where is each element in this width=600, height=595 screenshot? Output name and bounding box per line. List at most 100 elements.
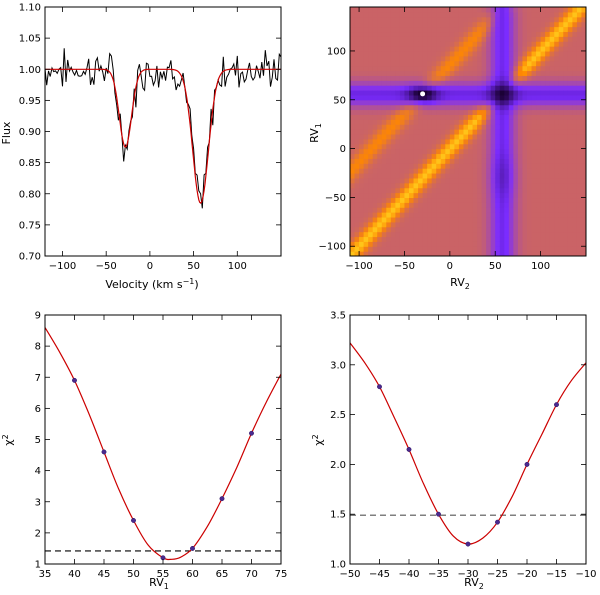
heatmap-cell bbox=[458, 109, 465, 116]
heatmap-cell bbox=[445, 119, 451, 125]
heatmap-cell bbox=[527, 31, 533, 37]
heatmap-cell bbox=[381, 216, 387, 223]
heatmap-cell bbox=[436, 163, 442, 169]
heatmap-cell bbox=[567, 163, 573, 169]
heatmap-cell bbox=[386, 94, 392, 101]
heatmap-cell bbox=[372, 148, 378, 155]
heatmap-cell bbox=[381, 26, 387, 33]
heatmap-cell bbox=[513, 60, 519, 67]
heatmap-cell bbox=[368, 192, 374, 199]
heatmap-cell bbox=[449, 143, 455, 150]
heatmap-cell bbox=[458, 119, 465, 125]
heatmap-cell bbox=[468, 177, 474, 184]
heatmap-cell bbox=[527, 75, 533, 81]
heatmap-cell bbox=[458, 11, 465, 18]
heatmap-cell bbox=[422, 90, 428, 96]
heatmap-cell bbox=[463, 236, 469, 242]
heatmap-cell bbox=[418, 75, 424, 81]
heatmap-cell bbox=[504, 129, 510, 135]
heatmap-cell bbox=[572, 119, 578, 125]
heatmap-cell bbox=[363, 216, 369, 223]
heatmap-cell bbox=[399, 202, 406, 208]
heatmap-cell bbox=[545, 21, 551, 28]
heatmap-cell bbox=[386, 16, 392, 23]
heatmap-cell bbox=[404, 16, 410, 23]
spectrum-ytick-label: 0.95 bbox=[19, 96, 41, 107]
heatmap-cell bbox=[463, 80, 469, 86]
heatmap-cell bbox=[527, 94, 533, 101]
heatmap-cell bbox=[431, 124, 437, 130]
heatmap-cell bbox=[399, 138, 406, 145]
heatmap-cell bbox=[418, 202, 424, 208]
heatmap-cell bbox=[404, 50, 410, 57]
heatmap-cell bbox=[545, 231, 551, 238]
heatmap-cell bbox=[499, 11, 505, 18]
heatmap-cell bbox=[463, 55, 469, 62]
heatmap-cell bbox=[386, 177, 392, 184]
heatmap-cell bbox=[359, 163, 365, 169]
heatmap-cell bbox=[413, 31, 419, 37]
chi2_rv1-ytick-label: 3 bbox=[35, 497, 41, 508]
heatmap-cell bbox=[554, 60, 560, 67]
heatmap-cell bbox=[458, 65, 465, 72]
heatmap-cell bbox=[567, 226, 573, 233]
heatmap-cell bbox=[567, 153, 573, 159]
heatmap-cell bbox=[395, 21, 401, 28]
heatmap-cell bbox=[418, 246, 424, 252]
heatmap-cell bbox=[554, 216, 560, 223]
heatmap-cell bbox=[390, 114, 396, 120]
heatmap-cell bbox=[545, 80, 551, 86]
heatmap-cell bbox=[522, 192, 528, 199]
heatmap-cell bbox=[427, 94, 433, 101]
heatmap-cell bbox=[386, 163, 392, 169]
heatmap-cell bbox=[395, 65, 401, 72]
heatmap-cell bbox=[418, 153, 424, 159]
heatmap-cell bbox=[427, 60, 433, 67]
spectrum-ytick-label: 0.70 bbox=[19, 252, 41, 263]
heatmap-cell bbox=[431, 99, 437, 106]
heatmap-cell bbox=[404, 94, 410, 101]
heatmap-cell bbox=[418, 231, 424, 238]
heatmap-cell bbox=[368, 119, 374, 125]
heatmap-cell bbox=[540, 124, 546, 130]
heatmap-cell bbox=[468, 80, 474, 86]
heatmap-cell bbox=[468, 241, 474, 247]
heatmap-cell bbox=[390, 21, 396, 28]
heatmap-cell bbox=[558, 226, 564, 233]
heatmap-cell bbox=[427, 173, 433, 179]
heatmap-cell bbox=[404, 46, 410, 52]
heatmap-cell bbox=[458, 21, 465, 28]
heatmap-cell bbox=[440, 163, 446, 169]
heatmap-cell bbox=[567, 94, 573, 101]
heatmap-cell bbox=[409, 124, 415, 130]
heatmap-cell bbox=[390, 241, 396, 247]
heatmap-cell bbox=[386, 246, 392, 252]
heatmap-cell bbox=[404, 153, 410, 159]
heatmap-cell bbox=[381, 75, 387, 81]
heatmap-cell bbox=[363, 153, 369, 159]
heatmap-cell bbox=[522, 70, 528, 76]
heatmap-cell bbox=[558, 173, 564, 179]
heatmap-cell bbox=[581, 16, 586, 23]
heatmap-cell bbox=[381, 7, 387, 13]
heatmap-cell bbox=[427, 207, 433, 213]
chi2_rv2-ytick-label: 3.5 bbox=[330, 311, 346, 322]
chi2_rv1-xtick-label: 75 bbox=[275, 569, 288, 580]
heatmap-cell bbox=[359, 231, 365, 238]
heatmap-cell bbox=[436, 187, 442, 194]
heatmap-cell bbox=[490, 197, 496, 203]
heatmap-cell bbox=[527, 246, 533, 252]
heatmap-cell bbox=[472, 231, 478, 238]
heatmap-cell bbox=[576, 148, 583, 155]
heatmap-cell bbox=[549, 163, 555, 169]
heatmap-cell bbox=[563, 85, 569, 91]
heatmap-cell bbox=[463, 216, 469, 223]
heatmap-cell bbox=[468, 143, 474, 150]
heatmap-cell bbox=[504, 75, 510, 81]
heatmap-cell bbox=[567, 202, 573, 208]
heatmap-cell bbox=[563, 65, 569, 72]
heatmap-cell bbox=[440, 138, 446, 145]
heatmap-cell bbox=[513, 109, 519, 116]
heatmap-cell bbox=[409, 182, 415, 189]
heatmap-cell bbox=[531, 207, 537, 213]
